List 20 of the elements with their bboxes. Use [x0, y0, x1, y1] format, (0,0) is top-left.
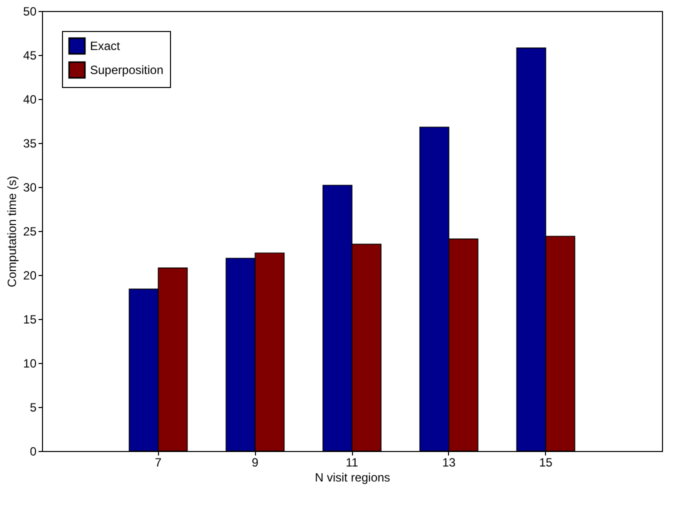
x-axis-title: N visit regions	[314, 470, 390, 484]
y-tick-label: 0	[30, 444, 37, 458]
x-tick-label: 15	[539, 456, 553, 470]
x-tick-label: 13	[442, 456, 456, 470]
y-tick-label: 40	[23, 92, 37, 106]
y-tick-label: 45	[23, 48, 37, 62]
x-tick-label: 9	[252, 456, 259, 470]
legend-label: Exact	[90, 39, 121, 53]
legend-label: Superposition	[90, 63, 164, 77]
y-tick-label: 25	[23, 224, 37, 238]
y-tick-label: 20	[23, 268, 37, 282]
y-tick-label: 35	[23, 136, 37, 150]
y-tick-label: 50	[23, 4, 37, 18]
y-tick-label: 30	[23, 180, 37, 194]
y-tick-label: 5	[30, 400, 37, 414]
y-axis-title: Computation time (s)	[5, 176, 20, 288]
x-tick-label: 7	[154, 456, 162, 470]
y-tick-label: 10	[23, 356, 37, 370]
x-tick-label: 11	[346, 456, 359, 470]
y-tick-label: 15	[23, 312, 37, 326]
